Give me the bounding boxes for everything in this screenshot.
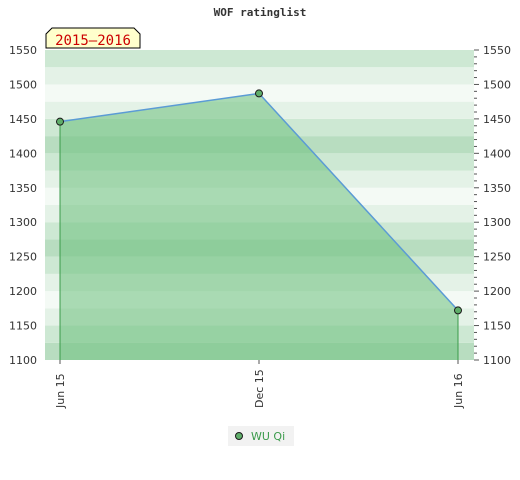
grid-band — [45, 50, 474, 68]
period-badge-box — [45, 27, 141, 49]
y-tick-label-right: 1450 — [483, 113, 511, 126]
y-tick-label-left: 1100 — [9, 354, 37, 367]
axis-layer: 1100 1100 1150 1150 1200 1200 1250 1250 1300 1300… — [9, 44, 511, 409]
y-tick-label-right: 1500 — [483, 78, 511, 91]
y-tick-label-left: 1300 — [9, 216, 37, 229]
y-tick-label-right: 1400 — [483, 147, 511, 160]
series-area-layer — [56, 89, 462, 361]
y-tick-label-right: 1350 — [483, 182, 511, 195]
data-point — [454, 306, 462, 315]
period-badge-label: 2015–2016 — [55, 33, 131, 49]
y-tick-label-right: 1550 — [483, 44, 511, 57]
y-tick-label-left: 1350 — [9, 182, 37, 195]
y-tick-label-right: 1250 — [483, 251, 511, 264]
y-tick-label-left: 1200 — [9, 285, 37, 298]
x-tick-label: Dec 15 — [253, 369, 266, 408]
x-tick-label: Jun 16 — [452, 373, 465, 409]
y-tick-label-left: 1400 — [9, 147, 37, 160]
legend-marker — [235, 432, 243, 440]
grid-band — [45, 67, 474, 85]
series-area — [60, 93, 458, 361]
y-tick-label-left: 1250 — [9, 251, 37, 264]
legend-label[interactable]: WU Qi — [251, 430, 285, 443]
y-tick-label-right: 1300 — [483, 216, 511, 229]
chart-title: WOF ratinglist — [214, 6, 307, 19]
y-tick-label-left: 1550 — [9, 44, 37, 57]
period-badge: 2015–2016 — [45, 27, 141, 49]
y-tick-label-left: 1500 — [9, 78, 37, 91]
y-tick-label-right: 1100 — [483, 354, 511, 367]
data-point — [255, 89, 263, 98]
y-tick-label-left: 1450 — [9, 113, 37, 126]
y-tick-label-right: 1200 — [483, 285, 511, 298]
legend-box — [228, 426, 294, 446]
legend[interactable]: WU Qi — [228, 426, 294, 446]
y-tick-label-right: 1150 — [483, 320, 511, 333]
x-tick-label: Jun 15 — [54, 373, 67, 409]
y-tick-label-left: 1150 — [9, 320, 37, 333]
data-point — [56, 117, 64, 126]
